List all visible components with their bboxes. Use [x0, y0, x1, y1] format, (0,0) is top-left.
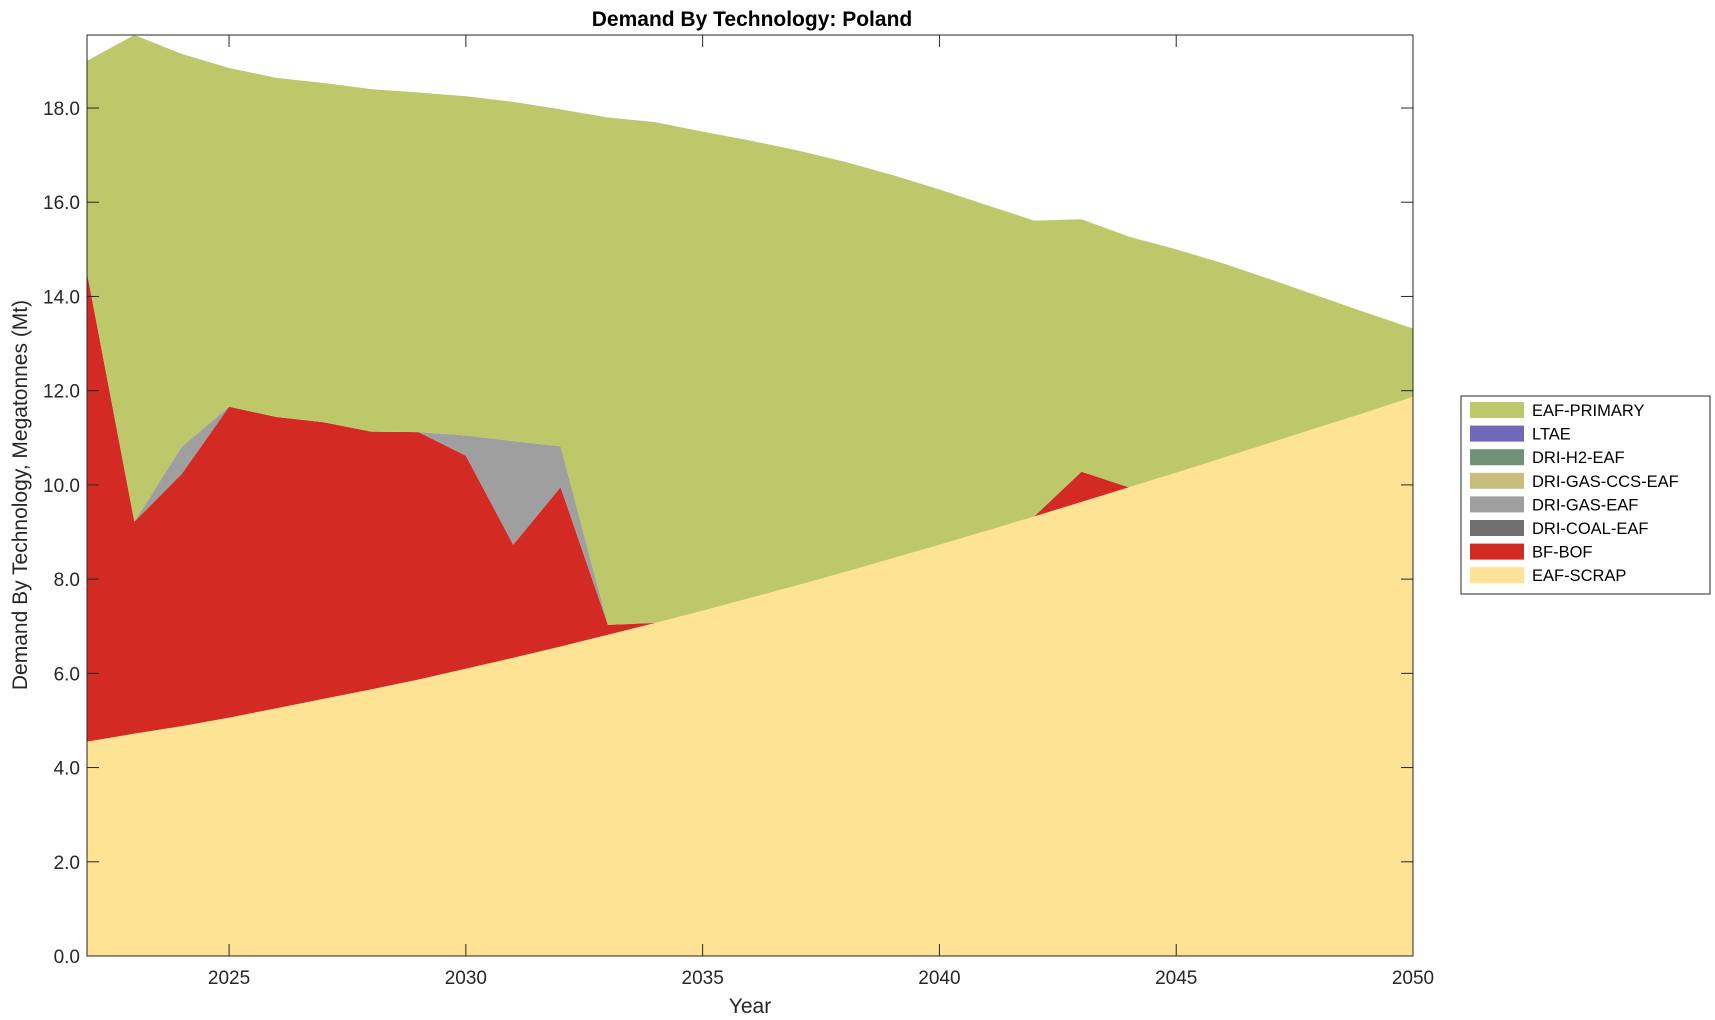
- y-tick-label: 4.0: [54, 759, 80, 780]
- y-tick-label: 16.0: [43, 193, 80, 214]
- area-bf-bof: [87, 272, 1413, 742]
- y-tick-label: 2.0: [54, 853, 80, 874]
- axis-ticks: 0.0 2.0 4.0 6.0 8.0 10.0 12.0 14.0 16.0 18.0 2025 2…: [43, 35, 1434, 989]
- area-eaf-scrap: [87, 396, 1413, 956]
- x-tick-label: 2040: [918, 968, 960, 989]
- legend-swatch-eaf-primary: [1470, 402, 1524, 418]
- legend-swatch-dri-coal-eaf: [1470, 520, 1524, 536]
- y-tick-label: 12.0: [43, 382, 80, 403]
- x-axis-label: Year: [729, 995, 771, 1018]
- y-tick-label: 8.0: [54, 570, 80, 591]
- legend-label-eaf-primary: EAF-PRIMARY: [1532, 402, 1644, 420]
- legend-swatch-dri-gas-ccs-eaf: [1470, 472, 1524, 489]
- legend-swatch-dri-h2-eaf: [1470, 449, 1524, 466]
- legend-swatch-eaf-scrap: [1470, 567, 1524, 584]
- x-tick-label: 2025: [208, 968, 250, 989]
- legend-label-dri-gas-eaf: DRI-GAS-EAF: [1532, 496, 1638, 514]
- area-eaf-primary: [87, 35, 1413, 625]
- x-tick-label: 2035: [682, 968, 724, 989]
- x-tick-label: 2050: [1392, 968, 1434, 989]
- legend-label-dri-coal-eaf: DRI-COAL-EAF: [1532, 520, 1648, 538]
- x-tick-label: 2030: [445, 968, 487, 989]
- legend: EAF-PRIMARY LTAE DRI-H2-EAF DRI-GAS-CCS-EAF…: [1460, 395, 1711, 595]
- plot-frame: [86, 34, 1414, 957]
- y-tick-label: 0.0: [54, 947, 80, 968]
- y-tick-label: 10.0: [43, 476, 80, 497]
- chart-title: Demand By Technology: Poland: [592, 8, 912, 31]
- y-tick-label: 18.0: [43, 99, 80, 120]
- legend-swatch-ltae: [1470, 425, 1524, 442]
- legend-swatch-bf-bof: [1470, 543, 1524, 560]
- y-axis-label: Demand By Technology, Megatonnes (Mt): [9, 300, 32, 690]
- y-tick-label: 14.0: [43, 287, 80, 308]
- y-tick-label: 6.0: [54, 664, 80, 685]
- x-tick-label: 2045: [1155, 968, 1197, 989]
- legend-label-ltae: LTAE: [1532, 426, 1571, 444]
- legend-label-eaf-scrap: EAF-SCRAP: [1532, 567, 1626, 585]
- area-series-group: [87, 35, 1413, 956]
- legend-swatch-dri-gas-eaf: [1470, 496, 1524, 513]
- legend-label-bf-bof: BF-BOF: [1532, 544, 1593, 562]
- legend-label-dri-gas-ccs-eaf: DRI-GAS-CCS-EAF: [1532, 473, 1679, 491]
- legend-label-dri-h2-eaf: DRI-H2-EAF: [1532, 449, 1625, 467]
